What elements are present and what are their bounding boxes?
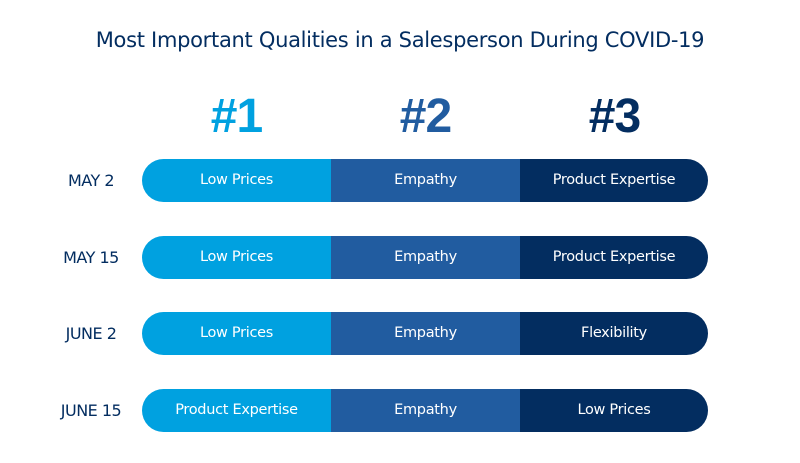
rank-1-cell: Low Prices [142, 236, 331, 279]
rank-1-cell: Product Expertise [142, 389, 331, 432]
date-label: JUNE 2 [65, 324, 117, 343]
ranking-bar: Low Prices Empathy Product Expertise [142, 159, 708, 202]
ranking-bar: Product Expertise Empathy Low Prices [142, 389, 708, 432]
date-label: JUNE 15 [60, 401, 122, 420]
chart-title: Most Important Qualities in a Salesperso… [95, 28, 705, 52]
ranking-bar: Low Prices Empathy Product Expertise [142, 236, 708, 279]
row-june-2: JUNE 2 Low Prices Empathy Flexibility [0, 312, 800, 355]
rank-2-cell: Empathy [331, 159, 520, 202]
rank-3-cell: Flexibility [520, 312, 708, 355]
rank-3-cell: Product Expertise [520, 159, 708, 202]
rank-2-cell: Empathy [331, 236, 520, 279]
row-may-2: MAY 2 Low Prices Empathy Product Experti… [0, 159, 800, 202]
rank-1-header: #1 [210, 90, 263, 143]
rank-2-cell: Empathy [331, 312, 520, 355]
rank-2-cell: Empathy [331, 389, 520, 432]
rank-3-cell: Low Prices [520, 389, 708, 432]
date-label: MAY 2 [67, 171, 115, 190]
rank-3-header: #3 [588, 90, 641, 143]
rank-1-cell: Low Prices [142, 159, 331, 202]
row-june-15: JUNE 15 Product Expertise Empathy Low Pr… [0, 389, 800, 432]
rank-1-cell: Low Prices [142, 312, 331, 355]
rank-3-cell: Product Expertise [520, 236, 708, 279]
ranking-bar: Low Prices Empathy Flexibility [142, 312, 708, 355]
rank-2-header: #2 [399, 90, 452, 143]
row-may-15: MAY 15 Low Prices Empathy Product Expert… [0, 236, 800, 279]
date-label: MAY 15 [63, 248, 119, 267]
